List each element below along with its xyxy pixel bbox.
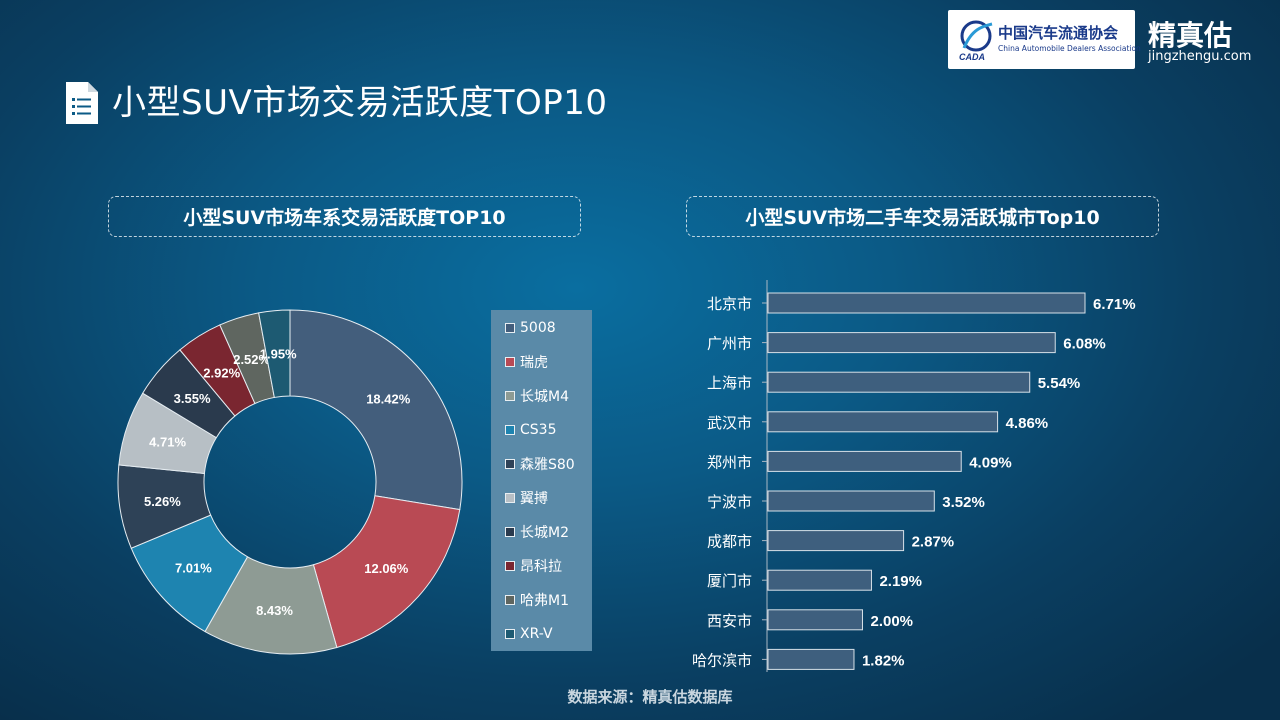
brand-url: jingzhengu.com [1148,49,1252,64]
donut-chart: 18.42% 12.06% 8.43% 7.01% 5.26% 4.71% 3.55% 2.9… [117,309,463,655]
legend-label: 哈弗M1 [520,593,569,609]
legend-item-瑞虎: 瑞虎 [505,352,548,372]
donut-label-CS35: 7.01% [175,561,212,576]
bar-哈尔滨市 [767,648,855,670]
bar-category-label: 厦门市 [707,573,752,590]
legend-swatch [505,527,515,537]
legend-swatch [505,561,515,571]
document-icon [66,82,98,124]
bar-value-label: 2.87% [912,534,955,551]
bar-value-label: 6.08% [1063,336,1106,353]
logo-cn-text: 中国汽车流通协会 [998,24,1119,42]
bar-value-label: 2.19% [879,573,922,590]
bar-category-label: 北京市 [707,296,752,313]
donut-chart-title: 小型SUV市场车系交易活跃度TOP10 [108,196,581,237]
bar-category-label: 西安市 [707,613,752,630]
donut-legend: 5008 瑞虎长城M4 CS35 森雅S80 翼搏长城M2 昂科拉哈弗M1 XR-V [491,310,592,651]
bar-厦门市 [767,569,872,591]
donut-slice-XR-V [258,309,291,399]
legend-swatch [505,391,515,401]
bar-category-label: 广州市 [707,336,752,353]
page-title: 小型SUV市场交易活跃度TOP10 [112,83,608,123]
bar-category-label: 成都市 [707,534,752,551]
bar-category-label: 宁波市 [707,494,752,511]
bar-value-label: 3.52% [942,494,985,511]
donut-slice-瑞虎 [312,495,461,649]
bar-category-label: 武汉市 [707,415,752,432]
bar-category-label: 郑州市 [707,454,752,471]
bar-category-label: 哈尔滨市 [692,652,752,669]
donut-label-哈弗M1: 2.52% [233,352,270,367]
legend-item-长城M2: 长城M2 [505,522,569,542]
bar-value-label: 1.82% [862,652,905,669]
legend-label: 昂科拉 [520,559,562,575]
legend-swatch [505,595,515,605]
legend-swatch [505,323,515,333]
data-source: 数据来源：精真估数据库 [567,688,733,706]
bar-value-label: 4.86% [1006,415,1049,432]
bar-chart-title: 小型SUV市场二手车交易活跃城市Top10 [686,196,1159,237]
bar-西安市 [767,609,863,631]
bar-上海市 [767,371,1031,393]
legend-swatch [505,493,515,503]
legend-swatch [505,425,515,435]
legend-swatch [505,459,515,469]
legend-item-5008: 5008 [505,318,556,338]
bar-郑州市 [767,450,962,472]
legend-item-哈弗M1: 哈弗M1 [505,590,569,610]
bar-宁波市 [767,490,935,512]
legend-label: 长城M4 [520,389,569,405]
donut-label-瑞虎: 12.06% [364,561,409,576]
cada-abbr: CADA [959,52,985,62]
donut-label-5008: 18.42% [366,391,411,406]
brand-name: 精真估 [1148,19,1233,52]
bar-value-label: 5.54% [1038,375,1081,392]
donut-label-XR-V: 1.95% [260,347,297,362]
bar-value-label: 2.00% [870,613,913,630]
donut-slice-5008 [289,309,463,511]
legend-item-XR-V: XR-V [505,624,553,644]
legend-swatch [505,357,515,367]
donut-label-长城M2: 3.55% [174,391,211,406]
donut-label-翼搏: 4.71% [149,434,186,449]
legend-item-昂科拉: 昂科拉 [505,556,562,576]
donut-label-森雅S80: 5.26% [144,494,181,509]
legend-swatch [505,629,515,639]
legend-label: 5008 [520,320,556,336]
legend-item-翼搏: 翼搏 [505,488,548,508]
bar-武汉市 [767,411,999,433]
legend-label: 翼搏 [520,491,548,507]
bar-value-label: 6.71% [1093,296,1136,313]
legend-label: 瑞虎 [520,355,548,371]
legend-item-森雅S80: 森雅S80 [505,454,575,474]
legend-label: CS35 [520,422,557,438]
legend-label: 森雅S80 [520,457,575,473]
bar-value-label: 4.09% [969,454,1012,471]
cada-logo: CADA 中国汽车流通协会 China Automobile Dealers A… [948,10,1141,69]
donut-label-昂科拉: 2.92% [203,366,240,381]
cada-emblem-icon: CADA [959,20,993,62]
legend-label: XR-V [520,626,553,642]
donut-label-长城M4: 8.43% [256,603,293,618]
legend-item-长城M4: 长城M4 [505,386,569,406]
logo-en-text: China Automobile Dealers Association [998,44,1141,53]
bar-category-label: 上海市 [707,375,752,392]
legend-label: 长城M2 [520,525,569,541]
bar-北京市 [767,292,1086,314]
bar-广州市 [767,332,1056,354]
bar-成都市 [767,530,905,552]
legend-item-CS35: CS35 [505,420,556,440]
